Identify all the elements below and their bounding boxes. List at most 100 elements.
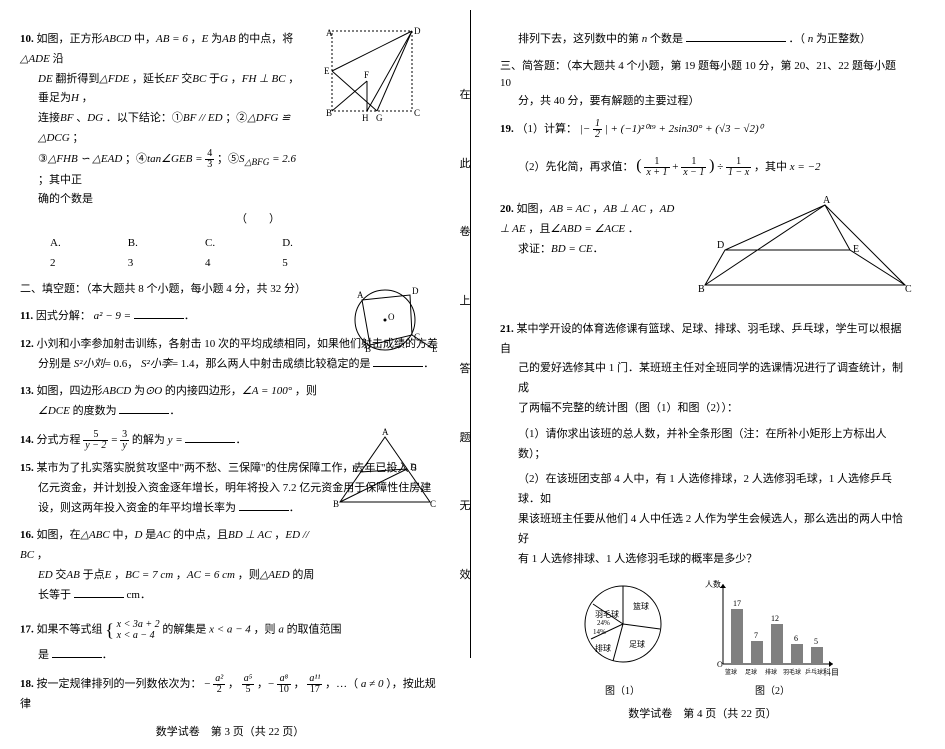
q-number: 14. bbox=[20, 434, 34, 446]
q-number: 21. bbox=[500, 323, 514, 335]
q-text: ∠DCE 的度数为 ． bbox=[38, 402, 330, 422]
bar-chart: 人数 科目 17 7 12 6 5 O 篮球 足球 排球 羽毛球 乒乓球 bbox=[703, 579, 843, 679]
fraction: a²2 bbox=[213, 674, 225, 695]
q-text: 己的爱好选修其中 1 门．某班班主任对全班同学的选课情况进行了调查统计，制成 bbox=[518, 359, 905, 399]
svg-text:人数: 人数 bbox=[705, 579, 721, 589]
answer-blank bbox=[134, 307, 184, 319]
q10: 10. 如图，正方形ABCD 中，AB = 6 ，E 为AB 的中点，将△ADE… bbox=[20, 30, 440, 273]
answer-blank bbox=[185, 431, 235, 443]
svg-text:C: C bbox=[905, 284, 912, 295]
q18: 18. 按一定规律排列的一列数依次为： − a²2 ， a⁵5 ，− a⁸10 … bbox=[20, 674, 440, 715]
answer-blank bbox=[52, 646, 102, 658]
svg-text:14%: 14% bbox=[593, 628, 606, 636]
q-text: 连接BF 、DG ．以下结论：①BF // ED ；②△DFG ≌ △DCG ； bbox=[38, 109, 300, 149]
q-text: 求证：BD = CE． bbox=[518, 240, 675, 260]
svg-text:D: D bbox=[412, 286, 419, 296]
binding-char: 上 bbox=[460, 292, 471, 308]
fraction: 3y bbox=[120, 430, 129, 451]
q21-figures: 篮球 足球 排球 14% 羽毛球 24% 图（1） 人数 科目 17 bbox=[500, 579, 905, 697]
binding-char: 此 bbox=[460, 155, 471, 171]
q-text: ，…（ bbox=[325, 678, 358, 690]
q-text: 有 1 人选修排球、1 人选修羽毛球的概率是多少？ bbox=[518, 550, 905, 570]
svg-text:足球: 足球 bbox=[745, 668, 757, 676]
q-text: ．（ bbox=[789, 33, 806, 45]
section-3-title: 三、简答题：（本大题共 4 个小题，第 19 题每小题 10 分，第 20、21… bbox=[500, 58, 905, 111]
q-text: 的解集是 bbox=[162, 623, 206, 635]
q-text: 某中学开设的体育选修课有篮球、足球、排球、羽毛球、乒乓球，学生可以根据自 bbox=[500, 323, 902, 355]
page-footer: 数学试卷 第 3 页（共 22 页） bbox=[20, 723, 440, 739]
q-number: 15. bbox=[20, 462, 34, 474]
q-text: 果该班班主任要从他们 4 人中任选 2 人作为学生会候选人，那么选出的两人中恰好 bbox=[518, 510, 905, 550]
fig2-label: 图（2） bbox=[703, 682, 843, 697]
q13: 13. 如图，四边形ABCD 为⊙O 的内接四边形，∠A = 100° ，则 ∠… bbox=[20, 382, 440, 422]
q-number: 10. bbox=[20, 33, 34, 45]
q-text: 确的个数是 bbox=[38, 190, 300, 210]
svg-text:羽毛球: 羽毛球 bbox=[595, 609, 619, 619]
q18-continued: 排列下去，这列数中的第 n 个数是 ．（ n 为正整数） bbox=[518, 30, 905, 50]
svg-text:E: E bbox=[352, 464, 358, 474]
q-number: 19. bbox=[500, 123, 514, 135]
q-text: 如图，AB = AC ，AB ⊥ AC ，AD ⊥ AE ，且∠ABD = ∠A… bbox=[500, 203, 674, 235]
fraction: a¹¹17 bbox=[307, 674, 322, 695]
answer-blank bbox=[686, 30, 786, 42]
q-text: 的取值范围 bbox=[287, 623, 342, 635]
binding-char: 在 bbox=[460, 86, 471, 102]
page-footer: 数学试卷 第 4 页（共 22 页） bbox=[500, 705, 905, 721]
pie-chart-container: 篮球 足球 排球 14% 羽毛球 24% 图（1） bbox=[563, 579, 683, 697]
svg-text:排球: 排球 bbox=[595, 643, 611, 653]
svg-text:排球: 排球 bbox=[765, 668, 777, 676]
svg-text:篮球: 篮球 bbox=[633, 601, 649, 611]
option-c: C. 4 bbox=[205, 234, 222, 274]
q21-sub1: （1）请你求出该班的总人数，并补全条形图（注：在所补小矩形上方标出人数）； bbox=[518, 425, 905, 465]
option-a: A. 2 bbox=[50, 234, 68, 274]
q17: 17. 如果不等式组 { x < 3a + 2 x < a − 4 的解集是 x… bbox=[20, 614, 440, 666]
q-text: 的解为 bbox=[132, 434, 165, 446]
q-number: 11. bbox=[20, 310, 33, 322]
svg-text:17: 17 bbox=[733, 599, 741, 608]
svg-text:B: B bbox=[365, 344, 371, 354]
answer-blank bbox=[74, 586, 124, 598]
q16-figure: A B C D E bbox=[330, 432, 440, 512]
q-text: ED 交AB 于点E ，BC = 7 cm ，AC = 6 cm ，则△AED … bbox=[38, 566, 320, 586]
fraction: a⁵5 bbox=[242, 674, 254, 695]
q19-sub2: （2）先化简，再求值： ( 1x + 1 + 1x − 1 ) ÷ 11 − x… bbox=[518, 152, 905, 181]
q-text: ，则 bbox=[254, 623, 276, 635]
svg-text:乒乓球: 乒乓球 bbox=[805, 668, 823, 676]
q-text: 排列下去，这列数中的第 bbox=[518, 33, 639, 45]
expression: a² − 9 = bbox=[94, 310, 131, 322]
q21: 21. 某中学开设的体育选修课有篮球、足球、排球、羽毛球、乒乓球，学生可以根据自… bbox=[500, 320, 905, 570]
q-text: 因式分解： bbox=[36, 310, 91, 322]
page-4: 排列下去，这列数中的第 n 个数是 ．（ n 为正整数） 三、简答题：（本大题共… bbox=[480, 0, 925, 731]
svg-text:C: C bbox=[430, 499, 436, 509]
svg-text:A: A bbox=[382, 427, 389, 437]
q20: 20. 如图，AB = AC ，AB ⊥ AC ，AD ⊥ AE ，且∠ABD … bbox=[500, 200, 905, 259]
binding-char: 卷 bbox=[460, 223, 471, 239]
q16: 16. 如图，在△ABC 中，D 是AC 的中点，且BD ⊥ AC ，ED //… bbox=[20, 526, 440, 605]
fig1-label: 图（1） bbox=[563, 682, 683, 697]
q-number: 17. bbox=[20, 623, 34, 635]
q-number: 12. bbox=[20, 338, 34, 350]
svg-text:科目: 科目 bbox=[823, 667, 839, 677]
svg-text:B: B bbox=[698, 284, 705, 295]
svg-text:E: E bbox=[432, 344, 438, 354]
q13-figure: A D C B E O bbox=[340, 280, 440, 360]
pie-chart: 篮球 足球 排球 14% 羽毛球 24% bbox=[563, 579, 683, 679]
q10-options: A. 2 B. 3 C. 4 D. 5 bbox=[50, 234, 300, 274]
answer-blank bbox=[119, 402, 169, 414]
answer-blank bbox=[239, 499, 289, 511]
q-number: 20. bbox=[500, 203, 514, 215]
binding-char: 效 bbox=[460, 566, 471, 582]
binding-text: 在 此 卷 上 答 题 无 效 bbox=[458, 0, 472, 668]
fraction: a⁸10 bbox=[277, 674, 291, 695]
page-3: A D B C E F G H 10. 如图，正方形ABCD 中，AB = 6 … bbox=[0, 0, 460, 749]
q-blank: （ ） bbox=[20, 210, 300, 230]
svg-text:24%: 24% bbox=[597, 619, 610, 627]
q-text: 按一定规律排列的一列数依次为： bbox=[37, 678, 202, 690]
svg-text:6: 6 bbox=[794, 634, 798, 643]
svg-text:羽毛球: 羽毛球 bbox=[783, 668, 801, 676]
option-d: D. 5 bbox=[282, 234, 300, 274]
q-text: 如图，在△ABC 中，D 是AC 的中点，且BD ⊥ AC ，ED // BC … bbox=[20, 529, 309, 561]
q-text: 如果不等式组 bbox=[37, 623, 103, 635]
svg-text:足球: 足球 bbox=[629, 639, 645, 649]
svg-text:C: C bbox=[414, 332, 420, 342]
